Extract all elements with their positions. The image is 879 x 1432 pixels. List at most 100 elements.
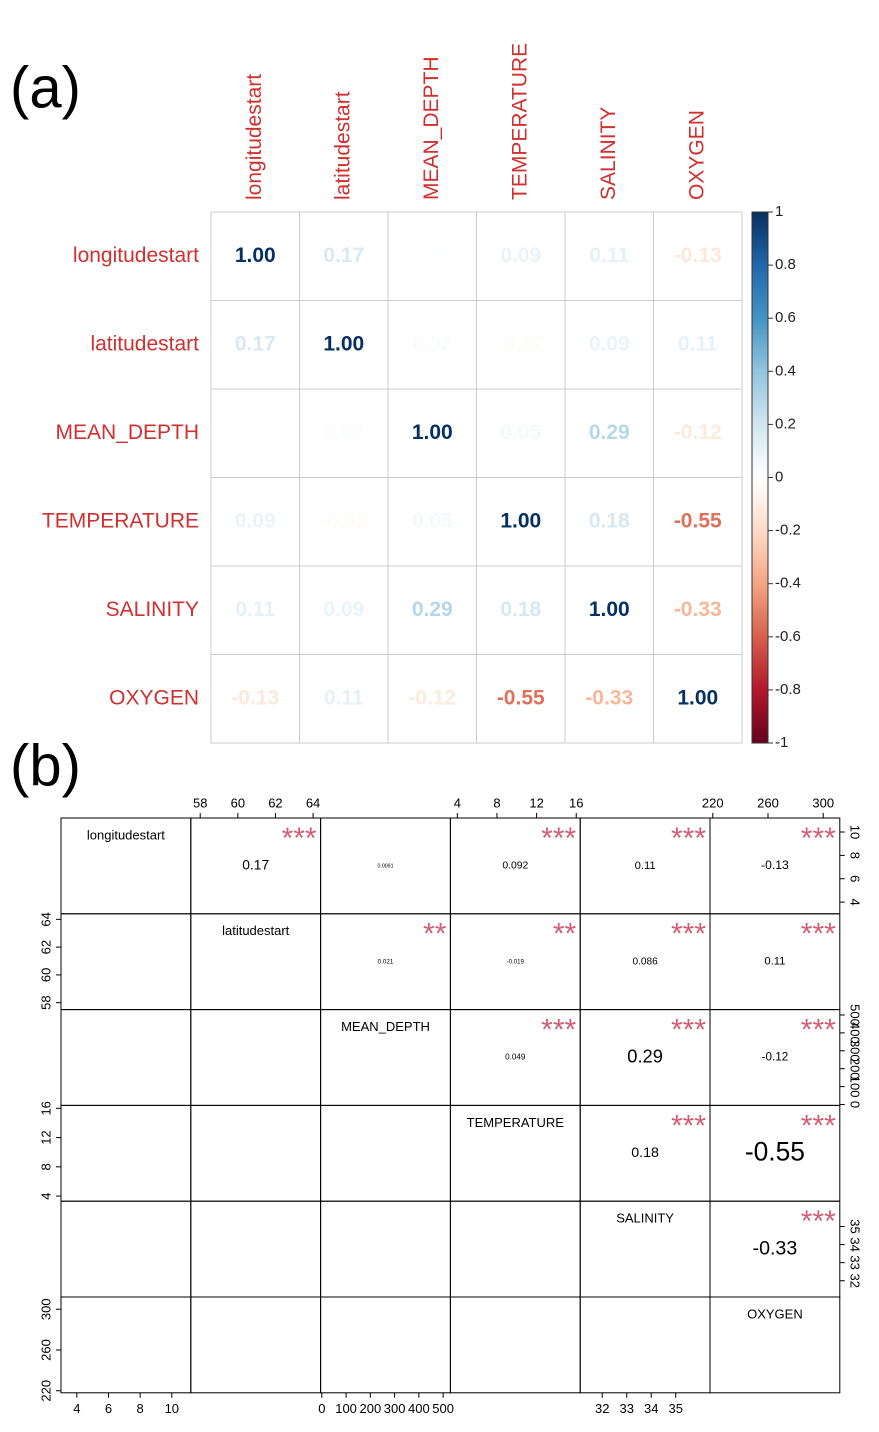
panel-box xyxy=(579,1296,711,1394)
y-tick-label: 4 xyxy=(847,898,862,905)
colorbar-tick-label: 0 xyxy=(775,468,783,485)
diagonal-label: OXYGEN xyxy=(747,1306,803,1321)
correlation: 0.086 xyxy=(632,956,658,967)
x-tick-label: 12 xyxy=(529,795,543,810)
x-tick-label: 100 xyxy=(335,1401,357,1416)
diagonal-label: longitudestart xyxy=(87,827,165,842)
cell-value: 0.18 xyxy=(500,598,541,621)
x-tick-label: 8 xyxy=(137,1401,144,1416)
column-label: SALINITY xyxy=(597,107,620,200)
diagonal-label: latitudestart xyxy=(222,923,290,938)
x-tick-label: 4 xyxy=(454,795,461,810)
colorbar-tick-label: -0.2 xyxy=(775,522,801,539)
panel-box xyxy=(60,1009,192,1106)
panel-label: (b) xyxy=(10,733,81,798)
y-tick-label: 500 xyxy=(847,1004,862,1026)
significance-stars: *** xyxy=(671,1014,706,1047)
cell-value: 0.11 xyxy=(235,598,275,621)
significance-stars: ** xyxy=(423,918,447,951)
panel-box xyxy=(190,1009,322,1106)
x-tick-label: 60 xyxy=(231,795,245,810)
correlation: 0.049 xyxy=(505,1053,526,1062)
row-label: TEMPERATURE xyxy=(42,509,199,532)
significance-stars: *** xyxy=(541,1014,576,1047)
x-tick-label: 300 xyxy=(384,1401,406,1416)
colorbar-tick-label: 0.8 xyxy=(775,256,796,273)
cell-value: 0.05 xyxy=(500,421,541,444)
x-tick-label: 6 xyxy=(105,1401,112,1416)
y-tick-label: 32 xyxy=(847,1273,862,1287)
correlation: -0.55 xyxy=(745,1136,805,1166)
significance-stars: *** xyxy=(282,822,317,855)
cell-value: -0.13 xyxy=(231,686,279,709)
y-tick-label: 260 xyxy=(38,1339,53,1361)
x-tick-label: 34 xyxy=(644,1401,658,1416)
diagonal-label: TEMPERATURE xyxy=(467,1115,565,1130)
panel-box xyxy=(709,1296,841,1394)
significance-stars: *** xyxy=(801,1109,836,1142)
x-tick-label: 35 xyxy=(668,1401,682,1416)
x-tick-label: 10 xyxy=(165,1401,179,1416)
y-tick-label: 6 xyxy=(847,875,862,882)
colorbar-tick-label: -0.8 xyxy=(775,681,801,698)
x-tick-label: 8 xyxy=(493,795,500,810)
cell-value: 0.29 xyxy=(589,421,630,444)
x-tick-label: 62 xyxy=(268,795,282,810)
cell-value: -0.12 xyxy=(674,421,722,444)
cell-value: 0.09 xyxy=(500,244,541,267)
colorbar-tick-label: -0.4 xyxy=(775,575,801,592)
correlation: 0.18 xyxy=(631,1145,659,1161)
panel-box xyxy=(449,1200,581,1298)
y-tick-label: 64 xyxy=(38,912,53,926)
y-tick-label: 300 xyxy=(847,1040,862,1062)
correlation: -0.33 xyxy=(753,1237,798,1259)
y-tick-label: 10 xyxy=(847,825,862,839)
cell-value: 1.00 xyxy=(500,509,541,532)
cell-value: 1.00 xyxy=(412,421,453,444)
significance-stars: *** xyxy=(541,822,576,855)
x-tick-label: 200 xyxy=(359,1401,381,1416)
cell-value: 0.11 xyxy=(324,686,364,709)
cell-value: 0.18 xyxy=(589,509,630,532)
diagonal-label: MEAN_DEPTH xyxy=(341,1019,430,1034)
y-tick-label: 300 xyxy=(38,1298,53,1320)
panel-box xyxy=(60,1296,192,1394)
colorbar-tick-label: -0.6 xyxy=(775,628,801,645)
x-tick-label: 16 xyxy=(569,795,583,810)
x-tick-label: 33 xyxy=(619,1401,633,1416)
cell-value: 0.09 xyxy=(235,509,276,532)
panel-box xyxy=(60,913,192,1011)
y-tick-label: 0 xyxy=(847,1101,862,1108)
significance-stars: *** xyxy=(801,822,836,855)
panel-box xyxy=(190,1200,322,1298)
panel-box xyxy=(449,1296,581,1394)
cell-value: 0.11 xyxy=(678,332,718,355)
x-tick-label: 400 xyxy=(408,1401,430,1416)
x-tick-label: 0 xyxy=(318,1401,325,1416)
y-tick-label: 62 xyxy=(38,940,53,954)
y-tick-label: 4 xyxy=(38,1192,53,1199)
x-tick-label: 300 xyxy=(812,795,834,810)
correlation: 0.021 xyxy=(378,958,394,965)
row-label: SALINITY xyxy=(106,598,199,621)
correlation: 0.11 xyxy=(764,956,785,968)
panel-box xyxy=(320,1296,451,1394)
cell-value: 1.00 xyxy=(235,244,276,267)
cell-value: 0.29 xyxy=(412,598,453,621)
cell-value: 0.05 xyxy=(412,509,453,532)
panel-box xyxy=(190,1296,322,1394)
colorbar-tick-label: 0.2 xyxy=(775,415,796,432)
cell-value: -0.33 xyxy=(674,598,722,621)
y-tick-label: 16 xyxy=(38,1101,53,1115)
cell-value: -0.55 xyxy=(674,509,722,532)
y-tick-label: 100 xyxy=(847,1076,862,1098)
significance-stars: *** xyxy=(671,918,706,951)
cell-value: -0.12 xyxy=(408,686,456,709)
significance-stars: *** xyxy=(801,1014,836,1047)
cell-value: 0.17 xyxy=(235,332,276,355)
row-label: OXYGEN xyxy=(109,686,199,709)
y-tick-label: 8 xyxy=(38,1163,53,1170)
column-label: MEAN_DEPTH xyxy=(420,56,443,200)
correlation: 0.11 xyxy=(635,860,656,872)
colorbar-tick-label: -1 xyxy=(775,734,788,751)
